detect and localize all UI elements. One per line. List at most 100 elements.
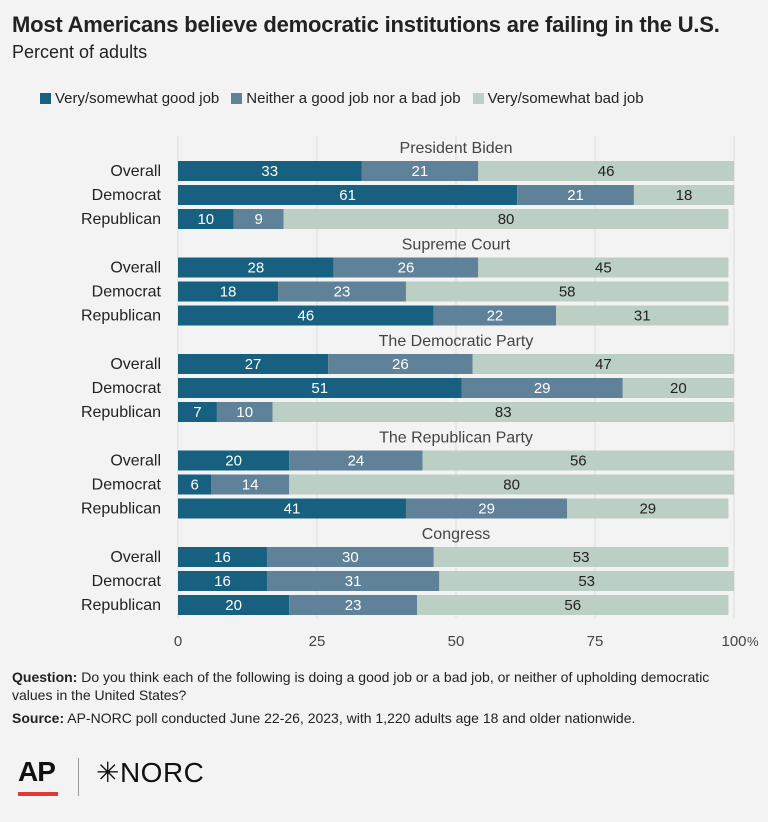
legend-swatch-neither bbox=[231, 93, 243, 104]
data-label: 9 bbox=[254, 211, 262, 228]
data-label: 7 bbox=[193, 404, 201, 421]
bar-segment bbox=[178, 378, 462, 398]
source-text: AP-NORC poll conducted June 22-26, 2023,… bbox=[64, 710, 636, 726]
data-label: 21 bbox=[567, 187, 584, 204]
data-label: 6 bbox=[191, 477, 199, 494]
bar-segment bbox=[472, 354, 734, 374]
row-label: Overall bbox=[110, 163, 161, 180]
row-label: Overall bbox=[110, 356, 161, 373]
row-label: Democrat bbox=[92, 284, 162, 301]
data-label: 61 bbox=[339, 187, 356, 204]
row-label: Overall bbox=[110, 549, 161, 566]
group-title: The Democratic Party bbox=[379, 333, 534, 350]
data-label: 58 bbox=[559, 284, 576, 301]
data-label: 51 bbox=[311, 380, 328, 397]
bar-segment bbox=[633, 185, 734, 205]
data-label: 26 bbox=[398, 260, 415, 277]
logo-divider bbox=[78, 758, 79, 796]
bar-segment bbox=[433, 305, 557, 326]
source-label: Source: bbox=[12, 710, 65, 726]
x-tick-label: 0 bbox=[174, 633, 182, 650]
legend-swatch-good bbox=[40, 93, 51, 104]
data-label: 41 bbox=[284, 501, 301, 518]
legend-item-good: Very/somewhat good job bbox=[40, 90, 219, 107]
row-label: Republican bbox=[81, 308, 161, 325]
bar-segment bbox=[278, 281, 406, 302]
bar-segment bbox=[556, 305, 729, 326]
row-label: Democrat bbox=[92, 380, 162, 397]
bar-segment bbox=[178, 354, 329, 374]
legend-label-neither: Neither a good job nor a bad job bbox=[246, 90, 461, 107]
bar-segment bbox=[517, 185, 634, 205]
data-label: 14 bbox=[242, 477, 259, 494]
bar-segment bbox=[272, 402, 734, 422]
source-note: Source: AP-NORC poll conducted June 22-2… bbox=[12, 709, 752, 727]
data-label: 33 bbox=[261, 163, 278, 180]
x-tick-label: 75 bbox=[587, 633, 604, 650]
question-note: Question: Do you think each of the follo… bbox=[12, 668, 752, 704]
bar-segment bbox=[266, 571, 440, 591]
legend-label-good: Very/somewhat good job bbox=[55, 90, 220, 107]
data-label: 18 bbox=[676, 187, 693, 204]
bar-segment bbox=[216, 402, 273, 422]
data-label: 28 bbox=[247, 260, 264, 277]
group-title: Congress bbox=[422, 526, 490, 543]
data-label: 56 bbox=[570, 453, 587, 470]
bar-segment bbox=[178, 595, 290, 615]
data-label: 10 bbox=[197, 211, 214, 228]
row-label: Republican bbox=[81, 501, 161, 518]
bar-segment bbox=[405, 281, 729, 302]
bar-segment bbox=[422, 450, 734, 471]
legend-swatch-bad bbox=[472, 93, 484, 104]
bar-segment bbox=[178, 209, 234, 229]
bar-segment bbox=[178, 185, 518, 205]
bar-segment bbox=[289, 474, 734, 495]
chart-title: Most Americans believe democratic instit… bbox=[12, 12, 720, 37]
bar-segment bbox=[211, 474, 290, 495]
data-label: 16 bbox=[214, 573, 231, 590]
row-label: Overall bbox=[110, 260, 161, 277]
data-label: 30 bbox=[342, 549, 359, 566]
bar-segment bbox=[622, 378, 734, 398]
data-label: 21 bbox=[412, 163, 429, 180]
x-tick-label: 50 bbox=[448, 633, 465, 650]
ap-logo-bar bbox=[18, 792, 58, 796]
row-label: Democrat bbox=[92, 477, 162, 494]
data-label: 31 bbox=[345, 573, 362, 590]
bar-segment bbox=[439, 571, 734, 591]
bar-segment bbox=[178, 257, 334, 278]
legend-label-bad: Very/somewhat bad job bbox=[487, 90, 644, 107]
bar-segment bbox=[289, 595, 418, 615]
group-title: The Republican Party bbox=[379, 430, 533, 447]
data-label: 29 bbox=[639, 501, 656, 518]
question-label: Question: bbox=[12, 669, 78, 685]
bar-segment bbox=[178, 305, 434, 326]
data-label: 18 bbox=[220, 284, 237, 301]
stacked-bar-chart: President Biden Overall 33 21 46 Democrat 61 21… bbox=[81, 136, 759, 650]
bar-segment bbox=[289, 450, 423, 471]
legend-item-neither: Neither a good job nor a bad job bbox=[231, 90, 461, 107]
bar-segment bbox=[178, 450, 290, 471]
data-label: 22 bbox=[487, 308, 504, 325]
bar-segment bbox=[567, 498, 729, 519]
data-label: 20 bbox=[225, 597, 242, 614]
bar-segment bbox=[478, 257, 729, 278]
ap-logo: AP bbox=[18, 756, 56, 787]
bar-segment bbox=[461, 378, 623, 398]
x-tick-label: 100 bbox=[721, 633, 746, 650]
data-label: 20 bbox=[670, 380, 687, 397]
data-label: 45 bbox=[595, 260, 612, 277]
bar-segment bbox=[478, 161, 734, 181]
data-label: 31 bbox=[634, 308, 651, 325]
x-unit-label: % bbox=[747, 634, 759, 649]
row-label: Republican bbox=[81, 404, 161, 421]
bar-segment bbox=[178, 281, 279, 302]
bar-segment bbox=[333, 257, 479, 278]
group-title: President Biden bbox=[400, 140, 513, 157]
data-label: 83 bbox=[495, 404, 512, 421]
data-label: 46 bbox=[298, 308, 315, 325]
data-label: 20 bbox=[225, 453, 242, 470]
data-label: 23 bbox=[334, 284, 351, 301]
data-label: 46 bbox=[598, 163, 615, 180]
row-label: Democrat bbox=[92, 573, 162, 590]
